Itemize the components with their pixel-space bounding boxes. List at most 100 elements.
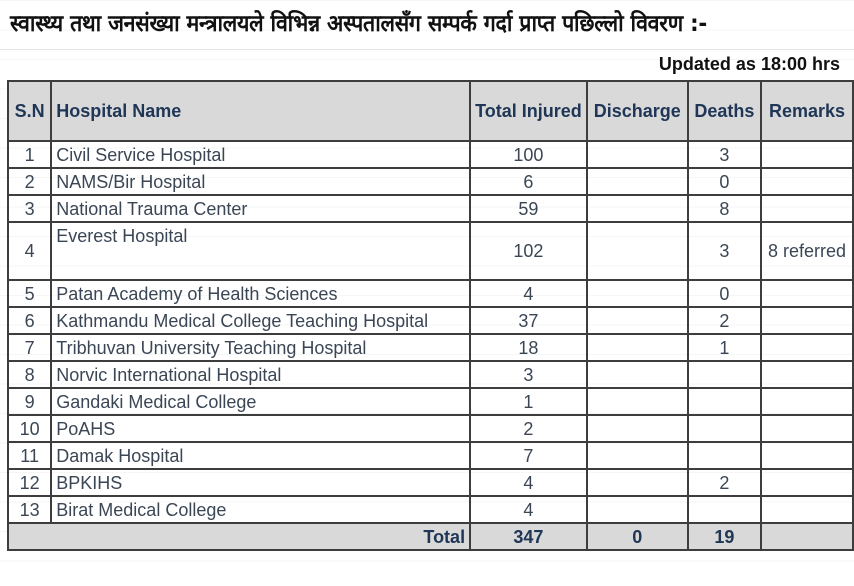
cell-discharge: [585, 221, 689, 281]
table-row: 5 Patan Academy of Health Sciences 4 0: [6, 279, 854, 308]
cell-injured: 2: [469, 414, 588, 443]
cell-sn: 10: [6, 414, 53, 443]
cell-sn: 11: [6, 441, 53, 470]
cell-deaths: 1: [686, 333, 763, 362]
table-row: 10 PoAHS 2: [6, 414, 854, 443]
cell-deaths: [686, 387, 763, 416]
table-row: 12 BPKIHS 4 2: [6, 468, 854, 497]
cell-remarks: [760, 441, 854, 470]
header-sn: S.N: [6, 80, 53, 142]
cell-remarks: [760, 140, 854, 169]
cell-hospital: Damak Hospital: [50, 441, 472, 470]
cell-remarks: [760, 306, 854, 335]
cell-discharge: [585, 468, 689, 497]
title-divider: [0, 49, 854, 50]
cell-deaths: 2: [686, 468, 763, 497]
table-row: 6 Kathmandu Medical College Teaching Hos…: [6, 306, 854, 335]
table-row: 1 Civil Service Hospital 100 3: [6, 140, 854, 169]
cell-injured: 4: [469, 468, 588, 497]
cell-discharge: [585, 167, 689, 196]
cell-deaths: 8: [686, 194, 763, 223]
cell-discharge: [585, 333, 689, 362]
cell-sn: 1: [6, 140, 53, 169]
cell-injured: 59: [469, 194, 588, 223]
header-discharge: Discharge: [585, 80, 689, 142]
cell-sn: 3: [6, 194, 53, 223]
table-row: 4 Everest Hospital 102 3 8 referred: [6, 221, 854, 281]
cell-injured: 7: [469, 441, 588, 470]
cell-remarks: [760, 360, 854, 389]
cell-discharge: [585, 140, 689, 169]
cell-remarks: 8 referred: [760, 221, 854, 281]
updated-timestamp: Updated as 18:00 hrs: [658, 54, 840, 74]
cell-deaths: 0: [686, 279, 763, 308]
cell-hospital: Birat Medical College: [50, 495, 472, 524]
table-row: 13 Birat Medical College 4: [6, 495, 854, 524]
cell-remarks: [760, 468, 854, 497]
cell-sn: 9: [6, 387, 53, 416]
total-label: Total: [6, 522, 472, 551]
total-injured: 347: [469, 522, 588, 551]
table-header-row: S.N Hospital Name Total Injured Discharg…: [6, 80, 854, 142]
cell-injured: 1: [469, 387, 588, 416]
cell-injured: 100: [469, 140, 588, 169]
cell-discharge: [585, 194, 689, 223]
cell-remarks: [760, 279, 854, 308]
cell-injured: 3: [469, 360, 588, 389]
cell-deaths: [686, 441, 763, 470]
cell-sn: 5: [6, 279, 53, 308]
total-remarks: [760, 522, 854, 551]
table-row: 9 Gandaki Medical College 1: [6, 387, 854, 416]
cell-hospital: BPKIHS: [50, 468, 472, 497]
cell-sn: 4: [6, 221, 53, 281]
cell-remarks: [760, 167, 854, 196]
cell-discharge: [585, 441, 689, 470]
cell-deaths: 3: [686, 140, 763, 169]
cell-deaths: 3: [686, 221, 763, 281]
cell-discharge: [585, 414, 689, 443]
header-hospital-name: Hospital Name: [50, 80, 472, 142]
table-row: 11 Damak Hospital 7: [6, 441, 854, 470]
cell-sn: 12: [6, 468, 53, 497]
cell-deaths: [686, 495, 763, 524]
cell-deaths: [686, 414, 763, 443]
cell-injured: 18: [469, 333, 588, 362]
cell-remarks: [760, 495, 854, 524]
cell-discharge: [585, 306, 689, 335]
cell-remarks: [760, 333, 854, 362]
table-row: 2 NAMS/Bir Hospital 6 0: [6, 167, 854, 196]
total-row: Total 347 0 19: [6, 522, 854, 551]
cell-discharge: [585, 360, 689, 389]
cell-discharge: [585, 495, 689, 524]
cell-deaths: [686, 360, 763, 389]
total-discharge: 0: [585, 522, 689, 551]
cell-hospital: Norvic International Hospital: [50, 360, 472, 389]
cell-hospital: Tribhuvan University Teaching Hospital: [50, 333, 472, 362]
cell-hospital: Gandaki Medical College: [50, 387, 472, 416]
cell-injured: 102: [469, 221, 588, 281]
cell-sn: 2: [6, 167, 53, 196]
cell-sn: 13: [6, 495, 53, 524]
total-deaths: 19: [686, 522, 763, 551]
header-remarks: Remarks: [760, 80, 854, 142]
table-row: 7 Tribhuvan University Teaching Hospital…: [6, 333, 854, 362]
cell-hospital: Civil Service Hospital: [50, 140, 472, 169]
cell-injured: 4: [469, 495, 588, 524]
cell-sn: 8: [6, 360, 53, 389]
cell-injured: 37: [469, 306, 588, 335]
header-total-injured: Total Injured: [469, 80, 588, 142]
cell-discharge: [585, 279, 689, 308]
cell-sn: 7: [6, 333, 53, 362]
header-deaths: Deaths: [686, 80, 763, 142]
table-row: 3 National Trauma Center 59 8: [6, 194, 854, 223]
cell-deaths: 0: [686, 167, 763, 196]
cell-deaths: 2: [686, 306, 763, 335]
cell-hospital: NAMS/Bir Hospital: [50, 167, 472, 196]
cell-injured: 4: [469, 279, 588, 308]
report-title: स्वास्थ्य तथा जनसंख्या मन्त्रालयले विभिन…: [10, 11, 708, 37]
cell-hospital: Everest Hospital: [50, 221, 472, 281]
cell-injured: 6: [469, 167, 588, 196]
cell-remarks: [760, 194, 854, 223]
cell-remarks: [760, 414, 854, 443]
table-row: 8 Norvic International Hospital 3: [6, 360, 854, 389]
